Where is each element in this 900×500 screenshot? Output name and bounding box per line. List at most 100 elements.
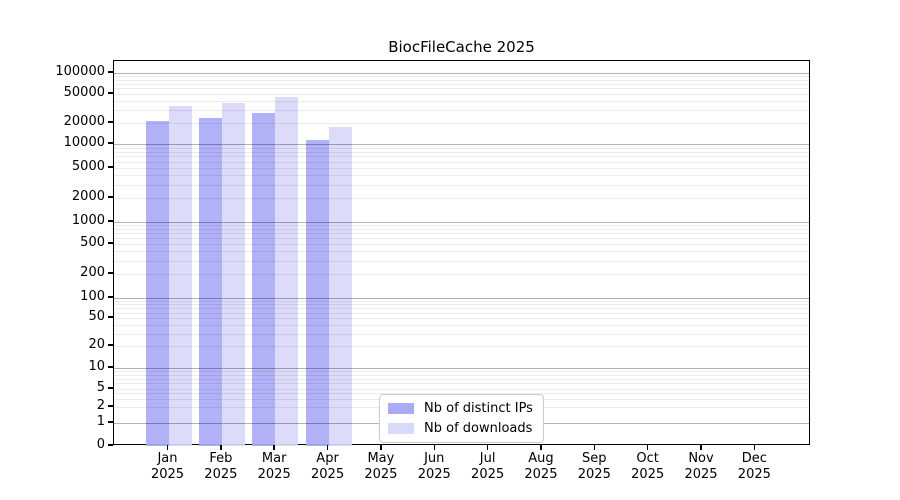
gridline-minor (114, 156, 809, 158)
x-tick-mark (166, 445, 169, 450)
y-tick-mark (108, 196, 113, 198)
y-tick-mark (108, 71, 113, 73)
y-tick-mark (108, 220, 113, 222)
y-tick-mark (108, 405, 113, 407)
x-tick-label: Dec 2025 (722, 451, 786, 483)
y-tick-mark (108, 366, 113, 368)
gridline-minor (114, 168, 809, 169)
y-tick-mark (108, 387, 113, 389)
x-tick-label: Jan 2025 (136, 451, 200, 483)
x-tick-mark (273, 445, 275, 450)
x-tick-label-year: 2025 (364, 467, 398, 482)
x-tick-label: Jul 2025 (456, 451, 520, 483)
y-tick-label: 1000 (71, 213, 105, 228)
y-tick-mark (108, 242, 113, 244)
gridlines-layer (114, 61, 809, 444)
x-tick-label-month: Oct (636, 451, 659, 466)
legend-row: Nb of distinct IPs (388, 400, 533, 417)
x-tick-label-year: 2025 (471, 467, 505, 482)
y-tick-label: 5000 (71, 159, 105, 174)
gridline-minor (114, 346, 809, 347)
x-tick-label-year: 2025 (204, 467, 238, 482)
x-tick-mark (433, 445, 435, 450)
gridline-minor (114, 324, 809, 326)
x-tick-mark (540, 445, 542, 450)
x-tick-label-month: Mar (261, 451, 287, 466)
x-tick-label-month: Nov (688, 451, 714, 466)
gridline-minor (114, 304, 809, 306)
y-tick-label: 50000 (63, 85, 105, 100)
x-tick-label: Mar 2025 (242, 451, 306, 483)
bar-downloads-mar (275, 96, 299, 446)
y-tick-mark (108, 142, 113, 144)
x-tick-label: Apr 2025 (296, 451, 360, 483)
bar-distinct-ips-feb (198, 118, 222, 446)
x-tick-mark (326, 445, 329, 450)
x-tick-mark (593, 445, 596, 450)
gridline-minor (114, 393, 809, 395)
y-tick-mark (108, 444, 113, 446)
legend-swatch (388, 403, 414, 414)
y-tick-label: 2 (96, 398, 105, 413)
gridline-minor (114, 308, 809, 310)
x-tick-label-year: 2025 (311, 467, 345, 482)
x-tick-label-year: 2025 (524, 467, 558, 482)
gridline-minor (114, 198, 809, 199)
x-tick-label-month: Dec (741, 451, 767, 466)
x-tick-label: Feb 2025 (189, 451, 253, 483)
gridline-minor (114, 151, 809, 153)
x-tick-label: Nov 2025 (669, 451, 733, 483)
x-tick-label-year: 2025 (417, 467, 451, 482)
gridline-minor (114, 225, 809, 227)
y-tick-mark (108, 344, 113, 346)
bar-distinct-ips-jan (145, 121, 169, 446)
gridline-minor (114, 260, 809, 262)
legend-label: Nb of downloads (424, 421, 533, 436)
x-tick-mark (380, 445, 382, 450)
y-tick-mark (108, 296, 113, 298)
x-tick-label-year: 2025 (631, 467, 665, 482)
x-tick-label-month: Sep (582, 451, 607, 466)
gridline-minor (114, 101, 809, 103)
x-tick-label-year: 2025 (684, 467, 718, 482)
y-tick-label: 100 (80, 289, 105, 304)
y-tick-label: 5 (96, 380, 105, 395)
gridline-minor (114, 229, 809, 231)
y-tick-label: 10 (88, 359, 105, 374)
y-tick-label: 20000 (63, 114, 105, 129)
bars-layer (114, 61, 809, 446)
x-tick-label-month: Jun (424, 451, 445, 466)
x-tick-label-year: 2025 (577, 467, 611, 482)
gridline-major (114, 73, 809, 74)
gridline-minor (114, 312, 809, 314)
x-tick-label: Jun 2025 (402, 451, 466, 483)
legend-swatch (388, 423, 414, 434)
x-tick-mark (646, 445, 649, 450)
gridline-minor (114, 233, 809, 235)
x-tick-label-month: Jul (479, 451, 496, 466)
x-tick-label-month: Apr (316, 451, 339, 466)
gridline-minor (114, 83, 809, 85)
y-tick-label: 0 (96, 437, 105, 452)
x-tick-label-month: Feb (209, 451, 233, 466)
legend-label: Nb of distinct IPs (424, 401, 533, 416)
x-tick-mark (486, 445, 489, 450)
gridline-minor (114, 184, 809, 186)
gridline-minor (114, 79, 809, 81)
y-tick-label: 200 (80, 265, 105, 280)
gridline-major (114, 368, 809, 369)
gridline-minor (114, 161, 809, 163)
gridline-minor (114, 123, 809, 124)
x-tick-label: Aug 2025 (509, 451, 573, 483)
gridline-minor (114, 175, 809, 177)
gridline-minor (114, 76, 809, 78)
y-tick-label: 50 (88, 309, 105, 324)
legend-row: Nb of downloads (388, 420, 533, 437)
chart-title: BiocFileCache 2025 (388, 38, 535, 56)
x-tick-label-month: Jan (157, 451, 178, 466)
x-tick-label-year: 2025 (737, 467, 771, 482)
y-tick-label: 10000 (63, 135, 105, 150)
gridline-minor (114, 147, 809, 149)
gridline-minor (114, 88, 809, 90)
